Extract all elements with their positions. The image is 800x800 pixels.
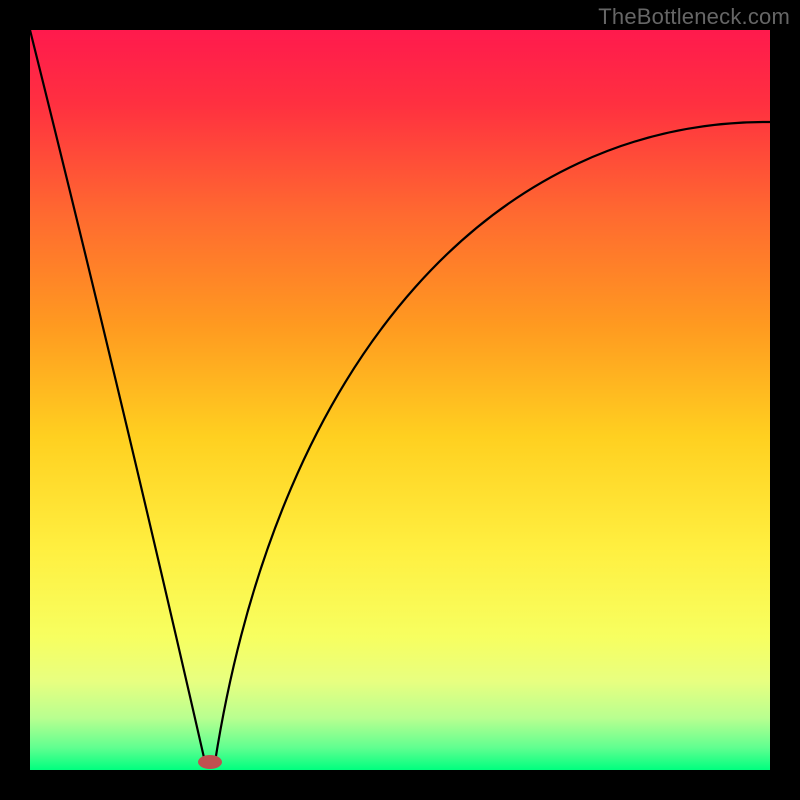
vertex-marker bbox=[198, 755, 222, 769]
watermark-text: TheBottleneck.com bbox=[598, 4, 790, 30]
bottleneck-chart bbox=[0, 0, 800, 800]
chart-container: TheBottleneck.com bbox=[0, 0, 800, 800]
plot-gradient-background bbox=[30, 30, 770, 770]
